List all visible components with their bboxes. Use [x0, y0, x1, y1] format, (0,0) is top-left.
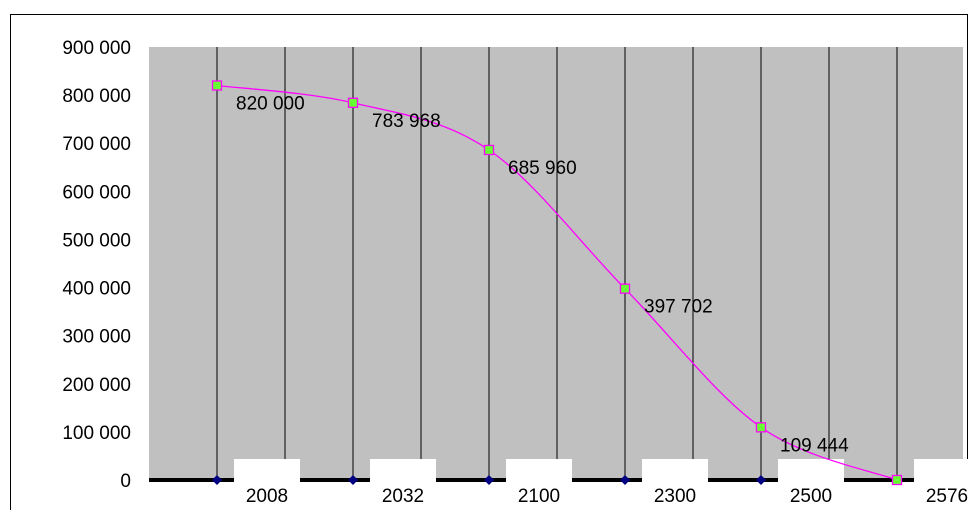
y-tick-label: 300 000 [62, 327, 131, 348]
y-tick-label: 500 000 [62, 230, 131, 251]
data-label: 109 444 [780, 435, 849, 456]
x-tick-label: 2032 [382, 486, 424, 507]
axis-marker [484, 475, 494, 485]
data-point [755, 422, 767, 433]
y-tick-label: 400 000 [62, 279, 131, 300]
x-tick-label-background [914, 459, 969, 511]
x-tick-label: 2008 [246, 486, 288, 507]
axis-marker [756, 475, 766, 485]
axis-marker [212, 475, 222, 485]
y-tick-label: 900 000 [62, 38, 131, 59]
data-point [483, 144, 495, 156]
y-tick-label: 700 000 [62, 134, 131, 155]
x-tick-label-background [370, 459, 436, 511]
data-point [211, 80, 223, 91]
y-tick-label: 0 [120, 471, 131, 492]
data-point [891, 474, 903, 486]
y-tick-label: 200 000 [62, 375, 131, 396]
data-point [347, 97, 359, 108]
y-tick-label: 800 000 [62, 86, 131, 107]
data-label: 783 968 [372, 111, 441, 132]
x-tick-label: 2100 [518, 486, 560, 507]
axis-marker [620, 475, 630, 485]
data-label: 685 960 [508, 158, 577, 179]
x-tick-label: 2300 [654, 486, 696, 507]
y-tick-labels: 0 100 000 200 000 300 000 400 000 500 000 600 … [62, 38, 131, 492]
x-tick-label: 2500 [790, 486, 832, 507]
x-tick-labels: 2008 2032 2100 2300 2500 2576 [234, 459, 969, 511]
data-label: 397 702 [644, 297, 713, 318]
data-label: 820 000 [236, 93, 305, 114]
y-tick-label: 100 000 [62, 423, 131, 444]
x-tick-label: 2576 [926, 486, 968, 507]
data-labels: 820 000 783 968 685 960 397 702 109 444 [236, 93, 849, 456]
x-tick-label-background [506, 459, 572, 511]
x-tick-label-background [642, 459, 708, 511]
axis-marker [348, 475, 358, 485]
y-tick-label: 600 000 [62, 182, 131, 203]
x-tick-label-background [234, 459, 300, 511]
data-points [211, 80, 903, 486]
x-tick-label-background [778, 459, 844, 511]
data-point [619, 283, 631, 294]
